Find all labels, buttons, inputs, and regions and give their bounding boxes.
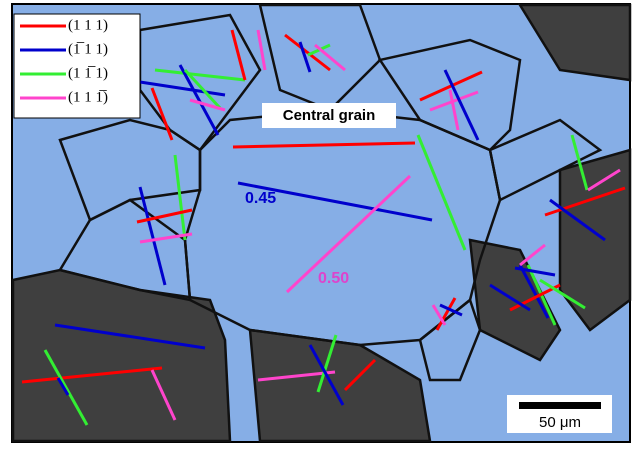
scale-bar-label: 50 μm [539,414,581,431]
blue-value-label: 0.45 [245,190,276,207]
legend-label: (1 1 1) [68,17,108,33]
scale-bar [519,402,601,409]
dark-grain [560,150,630,330]
legend-label: (1 1̅ 1) [68,65,108,81]
grain-label: Central grain [283,107,376,124]
pink-value-label: 0.50 [318,270,349,287]
micrograph: (1 1 1) (1̅ 1 1) (1 1̅ 1) (1 1 1̅) Central … [0,0,639,448]
legend-label: (1 1 1̅) [68,89,108,105]
legend-label: (1̅ 1 1) [68,41,108,57]
